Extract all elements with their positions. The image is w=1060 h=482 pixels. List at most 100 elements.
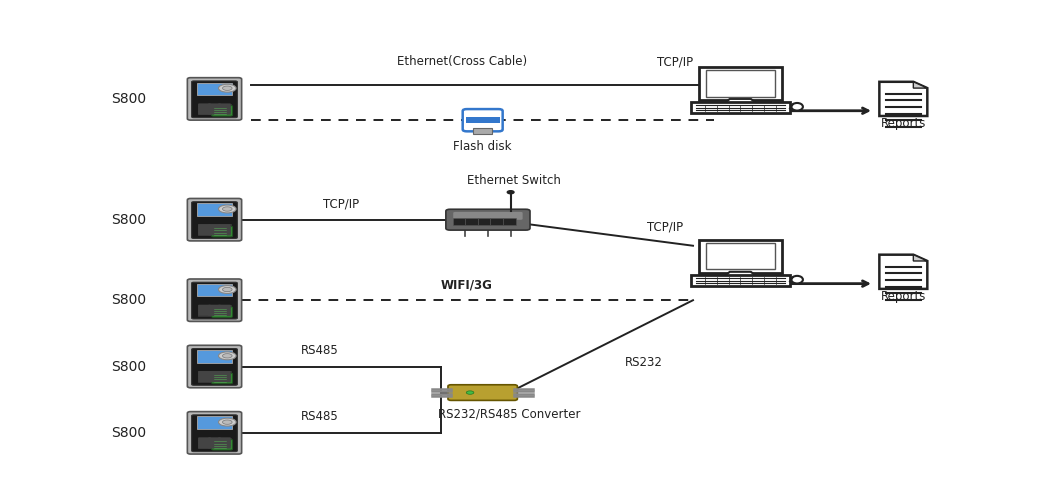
Circle shape xyxy=(223,420,232,424)
FancyBboxPatch shape xyxy=(448,385,517,401)
Circle shape xyxy=(466,391,474,394)
FancyBboxPatch shape xyxy=(198,378,211,382)
FancyBboxPatch shape xyxy=(188,412,242,454)
FancyBboxPatch shape xyxy=(212,440,232,450)
FancyBboxPatch shape xyxy=(198,309,211,313)
FancyBboxPatch shape xyxy=(208,309,220,313)
FancyBboxPatch shape xyxy=(218,227,231,230)
FancyBboxPatch shape xyxy=(198,371,211,375)
Text: RS485: RS485 xyxy=(301,344,338,357)
FancyBboxPatch shape xyxy=(706,70,775,96)
FancyBboxPatch shape xyxy=(198,305,211,308)
FancyBboxPatch shape xyxy=(198,104,230,114)
FancyBboxPatch shape xyxy=(198,442,211,446)
Circle shape xyxy=(218,285,236,294)
FancyBboxPatch shape xyxy=(208,371,220,375)
FancyBboxPatch shape xyxy=(192,415,237,452)
FancyBboxPatch shape xyxy=(208,231,220,235)
Ellipse shape xyxy=(792,103,802,110)
Polygon shape xyxy=(725,99,756,103)
FancyBboxPatch shape xyxy=(446,209,530,230)
FancyBboxPatch shape xyxy=(198,374,211,377)
FancyBboxPatch shape xyxy=(192,201,237,239)
Polygon shape xyxy=(880,82,928,116)
Circle shape xyxy=(223,354,232,358)
FancyBboxPatch shape xyxy=(453,218,465,225)
FancyBboxPatch shape xyxy=(218,309,231,313)
FancyBboxPatch shape xyxy=(198,371,230,382)
Text: S800: S800 xyxy=(111,426,146,440)
FancyBboxPatch shape xyxy=(208,106,220,109)
FancyBboxPatch shape xyxy=(208,378,220,382)
FancyBboxPatch shape xyxy=(198,104,211,107)
Text: TCP/IP: TCP/IP xyxy=(657,55,693,68)
FancyBboxPatch shape xyxy=(188,78,242,120)
FancyBboxPatch shape xyxy=(218,378,231,382)
FancyBboxPatch shape xyxy=(197,82,231,95)
Circle shape xyxy=(218,352,236,360)
Text: RS485: RS485 xyxy=(301,410,338,423)
FancyBboxPatch shape xyxy=(218,305,231,308)
FancyBboxPatch shape xyxy=(198,440,211,443)
FancyBboxPatch shape xyxy=(208,440,220,443)
Ellipse shape xyxy=(792,276,802,283)
FancyBboxPatch shape xyxy=(198,305,230,316)
Polygon shape xyxy=(914,82,928,88)
FancyBboxPatch shape xyxy=(218,376,231,380)
FancyBboxPatch shape xyxy=(212,307,232,317)
FancyBboxPatch shape xyxy=(208,305,220,308)
Circle shape xyxy=(223,86,232,90)
FancyBboxPatch shape xyxy=(218,440,231,443)
FancyBboxPatch shape xyxy=(218,104,231,107)
FancyBboxPatch shape xyxy=(491,218,504,225)
FancyBboxPatch shape xyxy=(198,224,230,235)
FancyBboxPatch shape xyxy=(198,437,211,441)
FancyBboxPatch shape xyxy=(198,229,211,233)
Text: Reports: Reports xyxy=(881,290,926,303)
FancyBboxPatch shape xyxy=(691,275,790,286)
FancyBboxPatch shape xyxy=(473,128,493,134)
FancyBboxPatch shape xyxy=(198,307,211,311)
FancyBboxPatch shape xyxy=(198,445,211,449)
FancyBboxPatch shape xyxy=(699,67,782,100)
FancyBboxPatch shape xyxy=(706,243,775,269)
FancyBboxPatch shape xyxy=(212,373,232,384)
FancyBboxPatch shape xyxy=(208,307,220,311)
Text: S800: S800 xyxy=(111,293,146,307)
FancyBboxPatch shape xyxy=(465,218,478,225)
Text: TCP/IP: TCP/IP xyxy=(322,197,358,210)
FancyBboxPatch shape xyxy=(198,438,230,448)
Text: S800: S800 xyxy=(111,213,146,227)
Text: RS232: RS232 xyxy=(624,356,662,369)
FancyBboxPatch shape xyxy=(208,229,220,233)
FancyBboxPatch shape xyxy=(218,106,231,109)
FancyBboxPatch shape xyxy=(691,102,790,113)
FancyBboxPatch shape xyxy=(208,224,220,228)
Polygon shape xyxy=(725,272,756,276)
FancyBboxPatch shape xyxy=(218,111,231,115)
FancyBboxPatch shape xyxy=(198,106,211,109)
FancyBboxPatch shape xyxy=(197,416,231,429)
Polygon shape xyxy=(914,254,928,261)
FancyBboxPatch shape xyxy=(218,442,231,446)
FancyBboxPatch shape xyxy=(208,374,220,377)
Text: S800: S800 xyxy=(111,360,146,374)
FancyBboxPatch shape xyxy=(192,282,237,319)
FancyBboxPatch shape xyxy=(188,199,242,241)
Text: RS232/RS485 Converter: RS232/RS485 Converter xyxy=(438,408,580,421)
Text: Ethernet Switch: Ethernet Switch xyxy=(467,174,561,187)
FancyBboxPatch shape xyxy=(208,227,220,230)
FancyBboxPatch shape xyxy=(212,106,232,116)
FancyBboxPatch shape xyxy=(218,231,231,235)
FancyBboxPatch shape xyxy=(454,212,523,220)
FancyBboxPatch shape xyxy=(504,218,516,225)
FancyBboxPatch shape xyxy=(465,117,499,123)
FancyBboxPatch shape xyxy=(198,111,211,115)
FancyBboxPatch shape xyxy=(198,231,211,235)
FancyBboxPatch shape xyxy=(198,224,211,228)
Circle shape xyxy=(508,191,514,194)
Text: Reports: Reports xyxy=(881,117,926,130)
FancyBboxPatch shape xyxy=(208,108,220,112)
Circle shape xyxy=(218,418,236,426)
FancyBboxPatch shape xyxy=(218,445,231,449)
